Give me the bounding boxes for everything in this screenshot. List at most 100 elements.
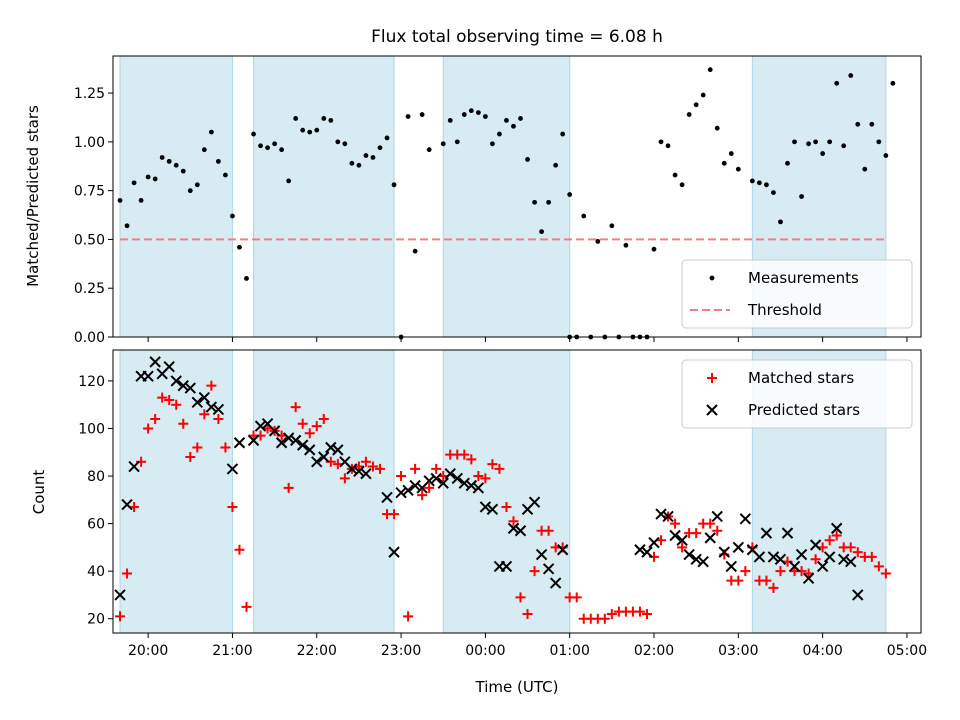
predicted-star-point — [739, 513, 752, 525]
matched-star-point — [691, 528, 702, 539]
matched-star-point — [740, 566, 751, 577]
measurement-point — [482, 114, 488, 119]
predicted-star-point — [353, 465, 365, 477]
matched-star-point — [634, 606, 645, 617]
matched-star-point — [599, 613, 610, 624]
measurement-point — [363, 153, 369, 158]
measurement-point — [651, 246, 657, 252]
x-tick-label: 04:00 — [802, 643, 842, 659]
legend-marker — [709, 275, 715, 281]
y-tick-label: 0.50 — [74, 232, 105, 248]
predicted-star-point — [170, 375, 182, 387]
predicted-star-point — [704, 532, 716, 544]
predicted-star-point — [395, 486, 407, 499]
matched-star-point — [670, 518, 681, 529]
y-tick-label: 0.25 — [74, 281, 105, 297]
y-tick-label: 60 — [87, 517, 105, 533]
measurement-point — [749, 178, 755, 184]
predicted-star-point — [816, 560, 829, 573]
measurement-point — [370, 155, 376, 160]
measurement-point — [412, 248, 418, 254]
x-tick-label: 20:00 — [128, 643, 168, 659]
matched-star-point — [150, 413, 161, 424]
measurement-point — [426, 147, 432, 153]
predicted-star-point — [788, 560, 801, 573]
measurement-point — [251, 131, 256, 137]
predicted-star-point — [247, 434, 260, 447]
predicted-star-point — [409, 479, 421, 492]
matched-star-point — [768, 582, 779, 593]
predicted-star-point — [177, 379, 189, 392]
chart-title: Flux total observing time = 6.08 h — [371, 27, 663, 47]
matched-star-point — [641, 608, 652, 619]
measurement-point — [391, 182, 397, 188]
matched-star-point — [178, 418, 189, 429]
measurement-point — [560, 131, 566, 137]
x-axis-label: Time (UTC) — [475, 678, 559, 696]
predicted-star-point — [444, 467, 456, 480]
matched-star-point — [508, 516, 519, 527]
measurement-point — [792, 139, 797, 145]
measurement-point — [707, 67, 713, 73]
legend: Matched stars Predicted stars — [681, 359, 913, 429]
predicted-star-point — [346, 463, 358, 475]
legend-marker — [707, 373, 717, 383]
y-tick-label: 40 — [87, 564, 105, 580]
legend-label: Threshold — [747, 301, 822, 319]
measurement-point — [131, 180, 137, 186]
predicted-star-point — [838, 553, 850, 565]
matched-star-point — [171, 399, 182, 410]
x-tick-label: 03:00 — [718, 643, 758, 659]
legend-label: Predicted stars — [748, 401, 860, 419]
measurement-point — [827, 139, 833, 145]
matched-star-point — [515, 592, 526, 603]
measurement-point — [201, 147, 207, 153]
predicted-star-point — [528, 496, 541, 508]
y-tick-label: 1.00 — [74, 135, 105, 151]
matched-star-point — [122, 568, 133, 579]
measurement-point — [855, 121, 861, 127]
matched-star-point — [234, 544, 245, 555]
predicted-star-point — [282, 432, 295, 444]
matched-star-point — [241, 601, 252, 612]
matched-star-point — [283, 482, 294, 493]
matched-star-point — [417, 490, 428, 501]
measurement-point — [567, 192, 573, 197]
predicted-star-point — [212, 403, 225, 416]
predicted-star-point — [718, 546, 730, 558]
measurement-point — [700, 92, 706, 98]
y-tick-label: 0.00 — [74, 330, 105, 346]
matched-star-point — [866, 551, 877, 562]
measurement-point — [342, 141, 348, 147]
predicted-star-point — [198, 391, 211, 404]
matched-star-point — [487, 459, 498, 470]
matched-star-point — [606, 608, 617, 619]
legend-label: Measurements — [748, 269, 859, 287]
matched-star-point — [185, 452, 196, 463]
y-tick-label: 20 — [87, 612, 105, 628]
y-tick-label: 80 — [87, 469, 105, 485]
matched-star-point — [677, 542, 688, 553]
matched-star-point — [297, 418, 308, 429]
matched-star-point — [339, 473, 350, 484]
predicted-star-point — [648, 536, 660, 549]
measurement-point — [511, 123, 516, 129]
predicted-star-point — [360, 467, 372, 480]
predicted-star-point — [542, 563, 555, 575]
measurement-point — [377, 145, 383, 151]
measurement-point — [152, 176, 158, 182]
predicted-star-point — [191, 396, 204, 409]
measurement-point — [728, 151, 734, 156]
matched-star-point — [705, 518, 716, 529]
predicted-star-point — [732, 541, 745, 554]
matched-star-point — [213, 413, 224, 424]
measurement-point — [518, 116, 523, 121]
matched-star-point — [845, 542, 856, 553]
predicted-star-point — [549, 577, 562, 589]
measurement-point — [778, 219, 783, 225]
predicted-star-point — [388, 546, 400, 558]
predicted-star-point — [142, 370, 154, 382]
measurement-point — [272, 141, 277, 147]
predicted-star-point — [128, 460, 140, 473]
measurement-point — [475, 110, 481, 115]
